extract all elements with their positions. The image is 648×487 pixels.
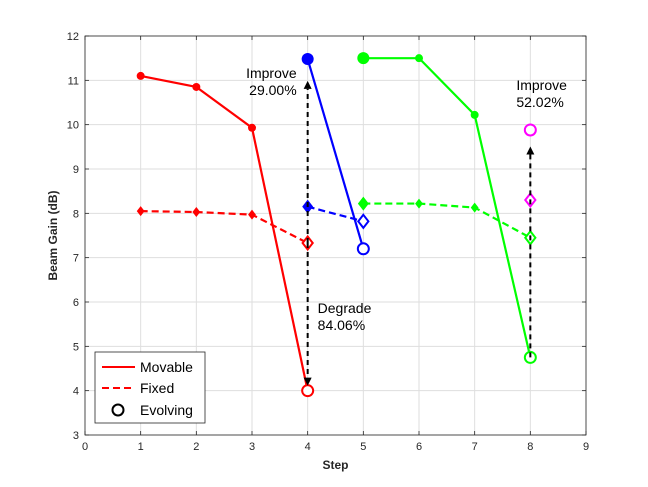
series-line-fixed-red (140, 210, 309, 245)
annotation-line: Improve (246, 65, 297, 81)
legend-label-evolving: Evolving (140, 402, 193, 418)
arrow-annotation: Improve 29.00% (246, 65, 297, 98)
arrow-head (303, 80, 312, 89)
y-tick-label: 4 (73, 386, 79, 398)
y-tick-label: 12 (67, 31, 79, 43)
start-marker-green (357, 196, 369, 211)
x-tick-label: 0 (82, 441, 88, 453)
x-tick-label: 9 (583, 441, 589, 453)
annotation-line: 52.02% (516, 94, 563, 110)
y-tick-label: 9 (73, 164, 79, 176)
y-tick-label: 8 (73, 208, 79, 220)
y-tick-label: 6 (73, 297, 79, 309)
y-tick-label: 7 (73, 253, 79, 265)
series-line-movable-green (363, 57, 532, 358)
legend: Movable Fixed Evolving (94, 351, 206, 424)
legend-swatch-evolving (111, 403, 125, 417)
x-tick-label: 7 (472, 441, 478, 453)
y-tick-label: 11 (68, 75, 79, 87)
data-point-movable-red (136, 71, 145, 80)
x-tick-label: 1 (138, 441, 144, 453)
data-point-fixed-red (248, 209, 256, 220)
data-point-fixed-green (470, 202, 479, 213)
series-line-movable-blue (306, 58, 365, 250)
series-line-fixed-blue (307, 205, 364, 223)
data-point-fixed-green (415, 198, 423, 209)
legend-label-fixed: Fixed (140, 380, 174, 396)
x-tick-label: 5 (360, 441, 366, 453)
arrow-head (526, 146, 535, 155)
data-point-movable-red (192, 82, 201, 91)
y-tick-label: 10 (67, 120, 79, 132)
y-axis-label: Beam Gain (dB) (46, 190, 60, 280)
annotation-line: 29.00% (249, 82, 296, 98)
series-line-movable-red (140, 74, 309, 391)
x-tick-label: 3 (249, 441, 255, 453)
arrow-layer: Degrade 84.06%Improve 29.00% Improve 52.02% (246, 65, 567, 386)
x-tick-label: 2 (193, 441, 199, 453)
arrow-head (303, 377, 312, 386)
start-marker-green (357, 52, 370, 65)
annotation-line: 84.06% (318, 317, 365, 333)
data-point-movable-red (248, 123, 256, 132)
arrow-annotation: Improve 52.02% (516, 77, 567, 110)
data-point-fixed-red (192, 207, 201, 218)
data-point-movable-green (470, 110, 479, 119)
data-point-movable-green (415, 54, 423, 63)
annotation-line: Degrade (318, 300, 372, 316)
evolving-marker-magenta (523, 123, 537, 137)
start-marker-blue (301, 53, 314, 66)
x-axis-label: Step (322, 458, 348, 472)
x-tick-label: 8 (527, 441, 533, 453)
data-point-fixed-red (136, 206, 145, 217)
annotation-line: Improve (516, 77, 567, 93)
series-line-fixed-green (363, 202, 531, 239)
x-tick-label: 4 (305, 441, 311, 453)
legend-label-movable: Movable (140, 359, 193, 375)
evolving-marker-blue (356, 213, 370, 230)
evolving-marker-red (301, 384, 315, 398)
arrow-annotation: Degrade 84.06% (318, 300, 372, 333)
y-tick-label: 5 (73, 341, 79, 353)
plot-area (84, 35, 587, 436)
x-tick-label: 6 (416, 441, 422, 453)
evolving-marker-blue (356, 242, 370, 256)
y-tick-label: 3 (73, 430, 79, 442)
